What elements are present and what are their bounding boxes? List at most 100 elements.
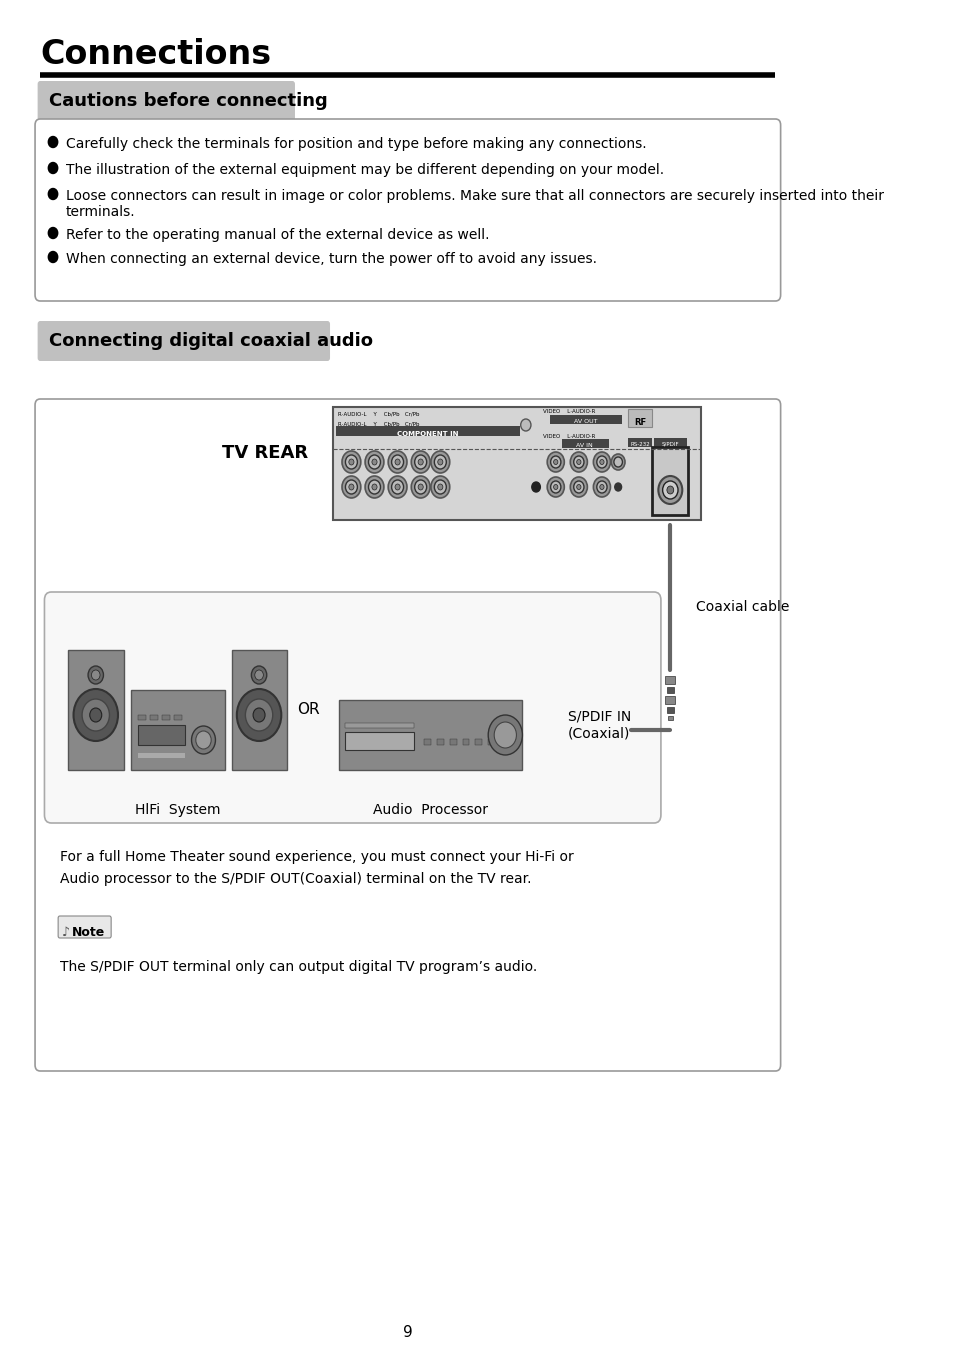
Circle shape <box>520 418 531 431</box>
Bar <box>488 738 495 745</box>
Bar <box>69 649 124 770</box>
Bar <box>667 716 672 720</box>
Text: S/PDIF IN
(Coaxial): S/PDIF IN (Coaxial) <box>567 710 630 740</box>
Text: OR: OR <box>297 702 319 717</box>
Circle shape <box>570 452 587 472</box>
Text: Refer to the operating manual of the external device as well.: Refer to the operating manual of the ext… <box>66 228 489 242</box>
Circle shape <box>90 707 102 722</box>
Circle shape <box>597 481 606 493</box>
Text: The S/PDIF OUT terminal only can output digital TV program’s audio.: The S/PDIF OUT terminal only can output … <box>60 960 537 973</box>
Text: AV IN: AV IN <box>576 443 593 448</box>
Bar <box>654 437 686 447</box>
Circle shape <box>599 485 603 490</box>
Circle shape <box>550 481 560 493</box>
Text: RF: RF <box>634 418 646 427</box>
Text: VIDEO    L·AUDIO·R: VIDEO L·AUDIO·R <box>542 433 595 439</box>
Bar <box>436 738 443 745</box>
Circle shape <box>494 722 516 748</box>
Circle shape <box>49 228 57 239</box>
Bar <box>338 701 522 769</box>
Circle shape <box>73 688 118 741</box>
Bar <box>623 725 630 734</box>
Bar <box>131 690 225 770</box>
Circle shape <box>411 477 430 498</box>
Text: Loose connectors can result in image or color problems. Make sure that all conne: Loose connectors can result in image or … <box>66 189 882 219</box>
Circle shape <box>581 728 587 733</box>
FancyBboxPatch shape <box>58 917 112 938</box>
Circle shape <box>437 459 442 464</box>
Circle shape <box>395 459 399 464</box>
Bar <box>549 414 621 424</box>
Bar <box>664 676 675 684</box>
Circle shape <box>611 454 624 470</box>
Bar <box>137 725 185 745</box>
Circle shape <box>391 481 403 494</box>
Circle shape <box>236 688 281 741</box>
Bar <box>628 437 652 447</box>
Circle shape <box>368 481 380 494</box>
Circle shape <box>431 451 449 472</box>
Bar <box>475 738 481 745</box>
FancyBboxPatch shape <box>45 593 660 824</box>
FancyBboxPatch shape <box>35 119 780 301</box>
Circle shape <box>593 452 610 472</box>
Circle shape <box>572 716 597 744</box>
Circle shape <box>488 716 522 755</box>
Circle shape <box>245 699 273 730</box>
Text: COMPONENT IN: COMPONENT IN <box>396 431 457 437</box>
Bar <box>652 447 687 514</box>
Text: R·AUDIO-L    Y    Cb/Pb   Cr/Pb: R·AUDIO-L Y Cb/Pb Cr/Pb <box>337 423 418 427</box>
Bar <box>424 738 431 745</box>
FancyBboxPatch shape <box>35 400 780 1071</box>
Circle shape <box>570 477 587 497</box>
Circle shape <box>415 455 426 468</box>
Circle shape <box>666 486 673 494</box>
Bar <box>173 716 182 720</box>
Circle shape <box>49 136 57 147</box>
Circle shape <box>614 483 621 491</box>
Circle shape <box>345 481 357 494</box>
Circle shape <box>345 455 357 468</box>
Text: Connections: Connections <box>40 38 271 72</box>
Bar <box>137 753 185 757</box>
Circle shape <box>388 451 407 472</box>
Text: VIDEO    L·AUDIO·R: VIDEO L·AUDIO·R <box>542 409 595 414</box>
Text: TV REAR: TV REAR <box>222 444 308 462</box>
Text: Cautions before connecting: Cautions before connecting <box>49 92 327 109</box>
Bar <box>345 732 414 751</box>
Circle shape <box>253 707 265 722</box>
Text: R·AUDIO-L    Y    Cb/Pb   Cr/Pb: R·AUDIO-L Y Cb/Pb Cr/Pb <box>337 412 418 417</box>
Circle shape <box>431 477 449 498</box>
Circle shape <box>251 666 267 684</box>
Bar <box>628 409 652 427</box>
Text: Carefully check the terminals for position and type before making any connection: Carefully check the terminals for positi… <box>66 136 646 151</box>
Circle shape <box>573 456 583 468</box>
FancyBboxPatch shape <box>37 81 294 122</box>
Circle shape <box>349 459 354 464</box>
Circle shape <box>415 481 426 494</box>
Text: Note: Note <box>71 926 105 940</box>
Bar <box>161 716 170 720</box>
Circle shape <box>388 477 407 498</box>
Circle shape <box>341 477 360 498</box>
Circle shape <box>254 670 263 680</box>
Circle shape <box>368 455 380 468</box>
Bar <box>666 687 673 693</box>
Text: 9: 9 <box>402 1324 413 1341</box>
Text: S/PDIF: S/PDIF <box>660 441 679 447</box>
Bar <box>345 724 414 728</box>
Circle shape <box>553 485 558 490</box>
Circle shape <box>597 456 606 468</box>
Text: ♪: ♪ <box>62 926 70 940</box>
Text: AV OUT: AV OUT <box>574 418 597 424</box>
FancyBboxPatch shape <box>37 321 330 360</box>
Circle shape <box>49 162 57 174</box>
Circle shape <box>547 477 564 497</box>
Bar <box>334 406 700 520</box>
Circle shape <box>577 459 580 464</box>
Circle shape <box>553 459 558 464</box>
Bar <box>666 707 673 713</box>
Circle shape <box>395 485 399 490</box>
Text: Coaxial cable: Coaxial cable <box>696 599 788 614</box>
Circle shape <box>417 459 423 464</box>
